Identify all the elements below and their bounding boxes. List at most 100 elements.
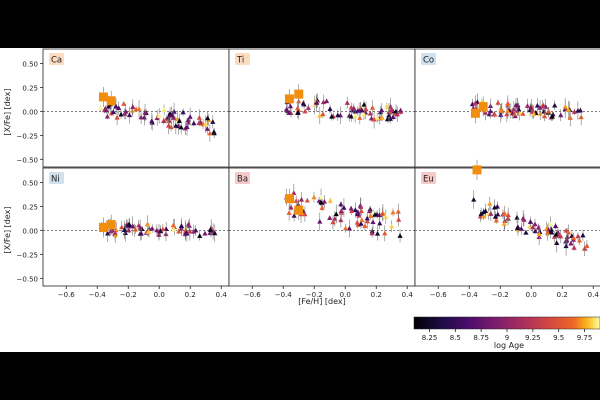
data-point bbox=[388, 107, 395, 113]
data-point bbox=[545, 108, 552, 114]
element-label-box bbox=[49, 53, 64, 65]
data-point bbox=[528, 104, 534, 110]
data-point bbox=[173, 123, 179, 128]
data-point bbox=[492, 111, 498, 117]
data-point bbox=[371, 116, 377, 122]
data-point bbox=[314, 100, 320, 105]
data-point bbox=[511, 106, 517, 112]
data-point bbox=[571, 109, 577, 114]
data-point bbox=[580, 232, 586, 238]
data-point bbox=[488, 211, 494, 216]
data-point bbox=[122, 227, 128, 232]
x-tick-label: 0.0 bbox=[340, 291, 351, 299]
data-point bbox=[287, 103, 294, 109]
data-point bbox=[302, 108, 308, 114]
data-point bbox=[395, 208, 401, 214]
data-point bbox=[187, 228, 193, 234]
data-point bbox=[112, 230, 118, 235]
data-point bbox=[207, 130, 213, 136]
data-point bbox=[295, 202, 301, 207]
data-point bbox=[544, 229, 551, 235]
data-point bbox=[361, 111, 367, 117]
data-point bbox=[104, 113, 110, 119]
data-point bbox=[567, 115, 573, 120]
data-point bbox=[327, 198, 333, 203]
highlight-point bbox=[284, 94, 294, 104]
colorbar-label: log Age bbox=[494, 341, 524, 350]
data-point bbox=[362, 223, 368, 228]
data-point bbox=[125, 222, 131, 228]
data-point bbox=[329, 113, 335, 119]
colorbar-tick-label: 9.75 bbox=[577, 334, 593, 342]
data-point bbox=[132, 226, 139, 232]
data-point bbox=[176, 118, 183, 123]
data-point bbox=[348, 205, 354, 211]
data-point bbox=[191, 228, 197, 234]
data-point bbox=[501, 210, 508, 216]
data-point bbox=[212, 230, 218, 236]
x-tick-label: −0.2 bbox=[306, 291, 323, 299]
data-point bbox=[341, 205, 347, 210]
data-point bbox=[367, 208, 373, 213]
data-point bbox=[369, 105, 376, 110]
data-point bbox=[185, 117, 191, 122]
panels-layer: Ca −0.50 −0.25 0.00 0.25 0.50 Ti Co Ni −0.50 −0.25… bbox=[17, 48, 600, 299]
data-point bbox=[558, 112, 564, 118]
data-point bbox=[493, 217, 499, 223]
data-point bbox=[541, 108, 547, 114]
x-tick-label: 0.2 bbox=[185, 291, 196, 299]
data-point bbox=[121, 101, 127, 106]
data-point bbox=[358, 204, 364, 209]
panel-ni: Ni −0.50 −0.25 0.00 0.25 0.50 −0.6 −0.4 −0.2 0.0 0… bbox=[17, 167, 230, 299]
data-point bbox=[156, 113, 162, 118]
data-point bbox=[383, 214, 389, 219]
data-point bbox=[492, 204, 498, 210]
data-point bbox=[577, 107, 583, 113]
data-point bbox=[113, 103, 119, 109]
panel-frame bbox=[414, 167, 600, 287]
data-point bbox=[165, 114, 171, 120]
data-point bbox=[352, 207, 358, 213]
data-point bbox=[149, 225, 155, 231]
data-point bbox=[390, 114, 396, 119]
data-point bbox=[196, 120, 202, 126]
data-point bbox=[126, 227, 132, 233]
y-tick-label: 0.50 bbox=[22, 179, 38, 187]
data-point bbox=[298, 196, 305, 202]
data-point bbox=[531, 111, 537, 117]
data-point bbox=[472, 100, 478, 106]
data-point bbox=[394, 111, 401, 117]
data-point bbox=[171, 226, 177, 232]
highlight-point bbox=[106, 220, 116, 230]
data-point bbox=[384, 103, 390, 109]
data-point bbox=[478, 211, 484, 216]
x-tick-label: −0.6 bbox=[244, 291, 262, 299]
data-point bbox=[196, 115, 202, 120]
panel-frame bbox=[228, 48, 416, 168]
data-point bbox=[513, 102, 519, 108]
data-point bbox=[505, 212, 511, 218]
data-point bbox=[338, 201, 344, 207]
data-point bbox=[495, 211, 501, 217]
data-point bbox=[369, 230, 375, 236]
y-tick-label: 0.25 bbox=[22, 203, 38, 211]
data-point bbox=[291, 213, 297, 218]
data-point bbox=[178, 124, 184, 130]
data-point bbox=[178, 225, 184, 231]
data-point bbox=[374, 230, 381, 236]
data-point bbox=[576, 237, 583, 243]
data-point bbox=[357, 115, 363, 120]
data-point bbox=[355, 108, 361, 113]
highlight-point bbox=[294, 205, 304, 215]
panel-frame bbox=[228, 167, 416, 287]
data-point bbox=[471, 196, 477, 202]
data-point bbox=[317, 218, 323, 224]
data-point bbox=[138, 114, 144, 120]
data-point bbox=[160, 226, 166, 232]
data-point bbox=[584, 243, 590, 248]
data-point bbox=[554, 240, 560, 245]
data-point bbox=[359, 107, 365, 113]
data-point bbox=[382, 230, 388, 236]
data-point bbox=[358, 221, 364, 226]
